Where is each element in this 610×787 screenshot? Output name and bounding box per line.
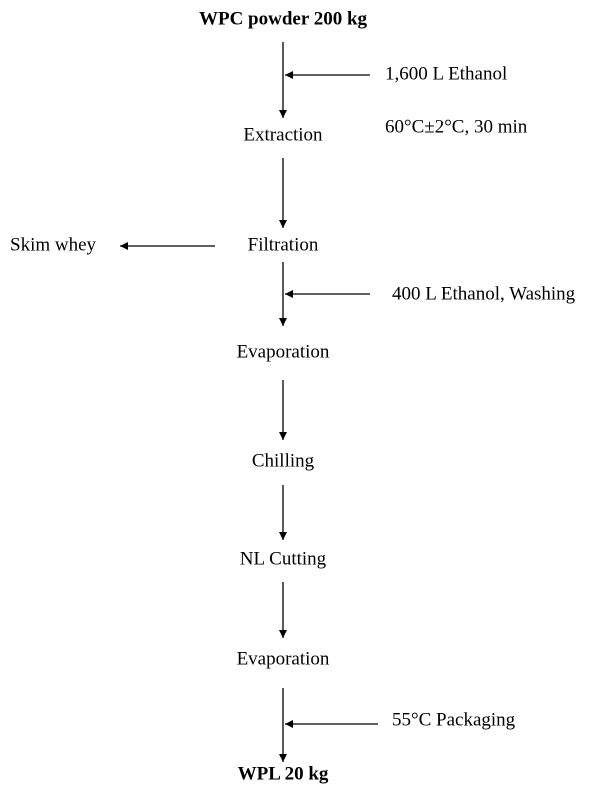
input-label: 55°C Packaging (392, 709, 516, 730)
output-label: Skim whey (10, 234, 97, 255)
input-label: 1,600 L Ethanol (385, 63, 507, 84)
node-label: WPL 20 kg (238, 763, 329, 784)
node-label: WPC powder 200 kg (199, 8, 368, 29)
node-label: Filtration (248, 234, 319, 255)
node-label: Evaporation (237, 648, 330, 669)
node-label: Chilling (252, 450, 315, 471)
node-label: Extraction (243, 124, 323, 145)
condition-label: 60°C±2°C, 30 min (385, 116, 528, 137)
node-label: NL Cutting (240, 548, 327, 569)
input-label: 400 L Ethanol, Washing (392, 283, 576, 304)
node-label: Evaporation (237, 341, 330, 362)
